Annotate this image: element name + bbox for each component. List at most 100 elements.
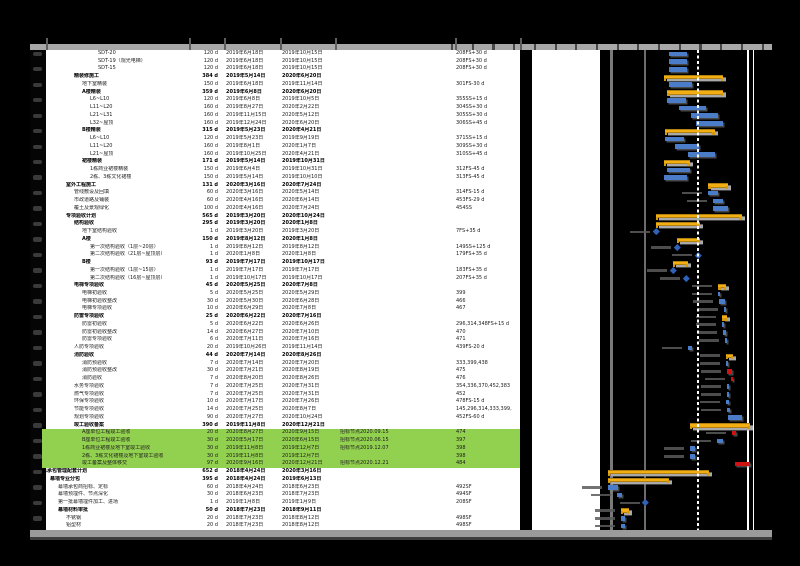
- predecessor-cell: 484: [456, 460, 466, 467]
- bar-label-smudge: [699, 362, 720, 365]
- start-date-cell: 2018年7月23日: [226, 522, 264, 529]
- start-date-cell: 2020年9月16日: [226, 460, 264, 467]
- predecessor-cell: 179FS+35 d: [456, 251, 487, 258]
- task-name: 消防预验收: [82, 359, 108, 366]
- predecessor-cell: [456, 313, 522, 321]
- table-row: 节能专项验收 14 d 2020年7月25日 2020年8月7日 145,296,314…: [30, 406, 772, 414]
- start-date-cell: 2019年10月17日: [226, 274, 267, 281]
- note-cell: [340, 89, 452, 97]
- finish-date-cell: 2019年11月14日: [282, 344, 323, 351]
- bar-label-smudge: [595, 509, 616, 512]
- task-name: SDT-20: [98, 50, 116, 56]
- predecessor-cell: 398: [456, 452, 466, 459]
- row-id-mark: [33, 190, 42, 196]
- duration-cell: 14 d: [206, 328, 218, 335]
- finish-date-cell: 2018年9月11日: [282, 506, 322, 513]
- finish-date-cell: 2019年3月20日: [282, 228, 320, 235]
- table-row: 幕墙承包商招标、定标 60 d 2018年4月24日 2018年6月23日 492SF: [30, 484, 772, 492]
- finish-date-cell: 2020年7月20日: [282, 359, 320, 366]
- start-date-cell: 2020年7月17日: [226, 398, 264, 405]
- task-name: 覆土及景观绿化: [74, 204, 110, 211]
- predecessor-cell: 306SS+45 d: [456, 119, 488, 126]
- finish-date-cell: 2020年1月8日: [282, 220, 318, 227]
- duration-cell: 160 d: [203, 150, 218, 157]
- table-row: 第二次结构验收（16层~屋顶层） 1 d 2019年10月17日 2019年10月17…: [30, 275, 772, 283]
- finish-date-cell: 2019年10月31日: [282, 166, 323, 173]
- row-highlight: [42, 460, 520, 469]
- column-boundary-tick: [189, 37, 191, 50]
- start-date-cell: 2020年4月16日: [226, 197, 264, 204]
- task-name: 竣工验收备案: [74, 421, 105, 428]
- table-row: B楼精装 315 d 2019年5月23日 2020年4月21日: [30, 127, 772, 135]
- summary-bar: [708, 183, 729, 190]
- finish-date-cell: 2018年8月12日: [282, 522, 320, 529]
- task-name: A楼: [82, 235, 91, 242]
- note-cell: [340, 507, 452, 515]
- column-boundary-tick: [335, 37, 337, 50]
- start-date-cell: 2019年5月14日: [226, 158, 266, 165]
- note-cell: [340, 360, 452, 368]
- year-band: [532, 50, 600, 530]
- bar-label-smudge: [672, 253, 693, 257]
- start-date-cell: 2020年6月22日: [226, 320, 264, 327]
- duration-cell: 30 d: [206, 452, 218, 459]
- predecessor-cell: 498SF: [456, 522, 472, 529]
- start-date-cell: 2019年6月18日: [226, 80, 264, 87]
- finish-date-cell: 2020年7月10日: [282, 328, 320, 335]
- task-name: 市政道路及铺装: [74, 197, 110, 204]
- task-name: 人防专项验收: [74, 344, 105, 351]
- finish-date-cell: 2019年10月5日: [282, 96, 320, 103]
- finish-date-cell: 2020年8月7日: [282, 406, 317, 413]
- table-row: 2栋、3栋文化裙楼及地下室竣工验收 30 d 2019年11月8日 2019年12月7…: [30, 452, 772, 461]
- row-highlight: [42, 452, 520, 461]
- predecessor-cell: [456, 259, 522, 267]
- start-date-cell: 2019年3月20日: [226, 220, 266, 227]
- start-date-cell: 2020年8月27日: [226, 429, 264, 436]
- page-bottom-edge: [30, 530, 772, 537]
- start-date-cell: 2019年7月17日: [226, 259, 266, 266]
- task-bar: [621, 516, 626, 521]
- bar-label-smudge: [686, 199, 707, 203]
- gridline: [752, 50, 754, 530]
- predecessor-cell: 397: [456, 437, 466, 444]
- task-name: 2栋、3栋文化裙楼及地下室竣工验收: [82, 452, 164, 459]
- table-row: A座单位工程竣工验收 20 d 2020年8月27日 2020年9月15日 招标节点20…: [30, 429, 772, 438]
- task-name: 消防验收: [82, 375, 103, 382]
- task-bar: [621, 523, 626, 529]
- table-row: 消防预验收 7 d 2020年7月14日 2020年7月20日 333,399,438: [30, 360, 772, 368]
- start-date-cell: 2020年7月25日: [226, 390, 264, 397]
- row-id-mark: [33, 454, 42, 459]
- predecessor-cell: 478FS-15 d: [456, 398, 485, 405]
- start-date-cell: 2018年7月23日: [226, 514, 264, 521]
- finish-date-cell: 2018年6月23日: [282, 483, 320, 490]
- predecessor-cell: [456, 213, 522, 221]
- table-row: 电梯初验收整改 30 d 2020年5月30日 2020年6月28日 466: [30, 298, 772, 306]
- row-highlight: [42, 444, 520, 453]
- task-name: L6~L10: [90, 135, 110, 142]
- start-date-cell: 2019年6月18日: [226, 65, 264, 72]
- task-bar: [708, 190, 719, 196]
- bar-label-smudge: [663, 455, 684, 458]
- duration-cell: 5 d: [210, 320, 218, 327]
- bar-label-smudge: [595, 524, 616, 528]
- predecessor-cell: [456, 73, 522, 81]
- table-row: 室外工程施工 131 d 2020年3月16日 2020年7月24日: [30, 182, 772, 190]
- finish-date-cell: 2019年10月15日: [282, 65, 323, 72]
- table-row: L6~L10 120 d 2019年5月23日 2019年9月19日 371SS+15 …: [30, 135, 772, 143]
- table-row: 防雷专项验收 25 d 2020年6月22日 2020年7月16日: [30, 313, 772, 321]
- note-cell: 招标节点2020.09.15: [340, 429, 389, 436]
- duration-cell: 30 d: [206, 444, 218, 451]
- critical-task-bar: [732, 430, 736, 436]
- task-bar: [665, 136, 684, 142]
- table-row: L32~屋顶 160 d 2019年12月24日 2020年6月20日 306SS+45…: [30, 120, 772, 128]
- note-cell: 招标节点2019.12.07: [340, 444, 389, 451]
- duration-cell: 30 d: [206, 297, 218, 304]
- gridline: [747, 50, 749, 530]
- finish-date-cell: 2018年7月23日: [282, 491, 320, 498]
- task-bar: [668, 51, 688, 57]
- duration-cell: 50 d: [205, 506, 218, 513]
- table-row: 环保专项验收 10 d 2020年7月17日 2020年7月26日 478FS-15 d: [30, 398, 772, 406]
- start-date-cell: 2019年8月1日: [226, 142, 261, 149]
- task-name: 防雷专项验收: [82, 336, 113, 343]
- task-bar: [666, 167, 690, 173]
